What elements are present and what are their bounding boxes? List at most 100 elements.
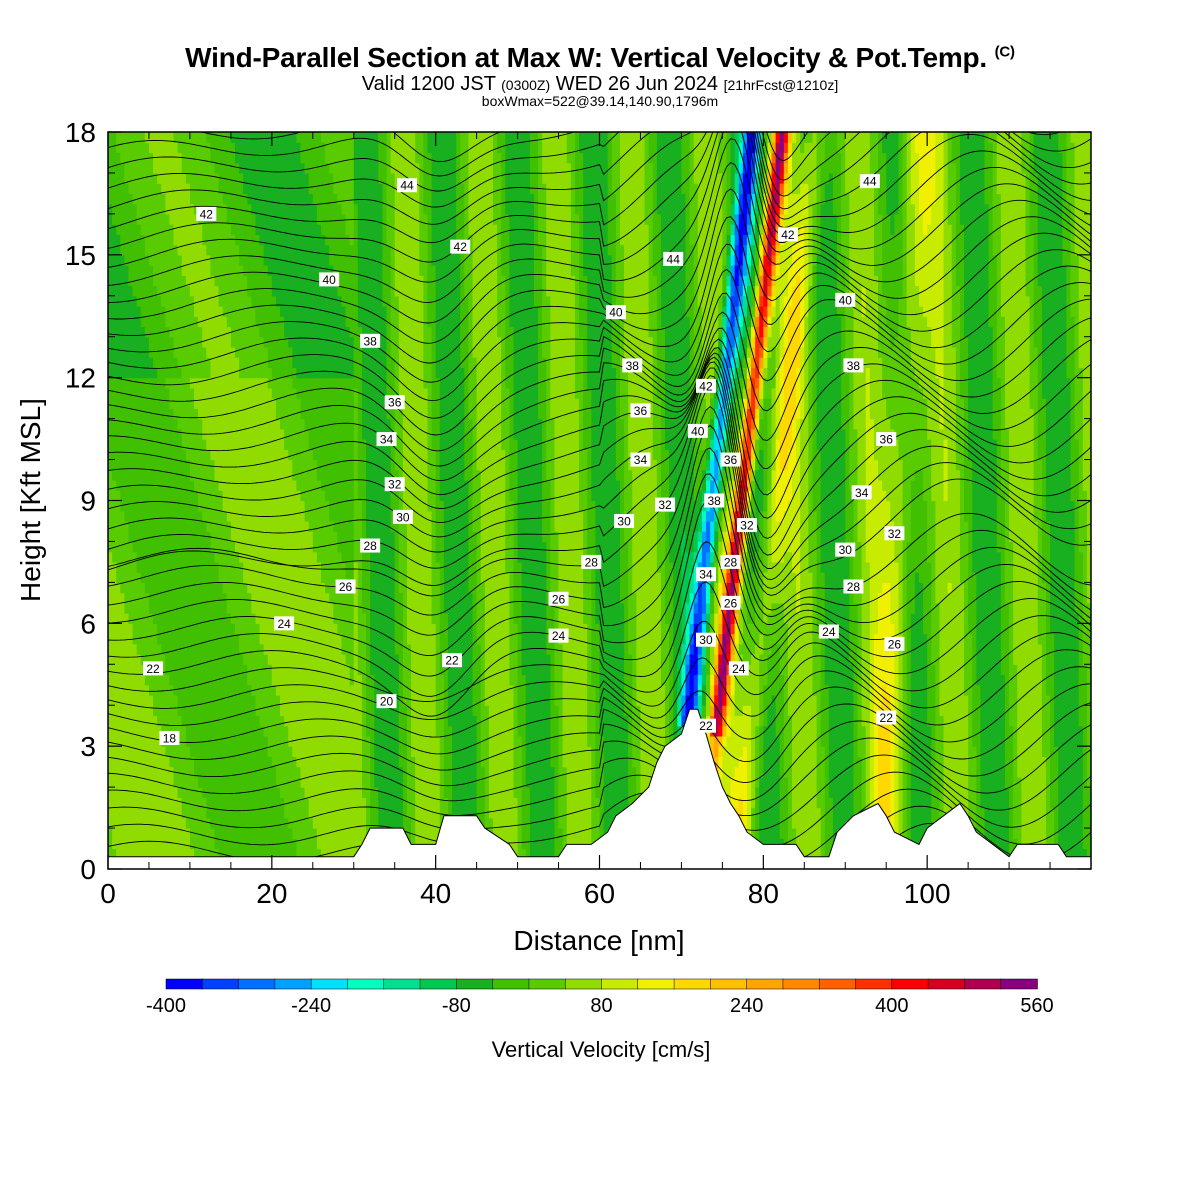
w-cell xyxy=(255,643,261,655)
w-cell xyxy=(140,756,146,768)
w-cell xyxy=(124,541,130,553)
w-cell xyxy=(357,838,363,850)
w-cell xyxy=(357,572,363,583)
w-cell xyxy=(382,592,388,604)
w-cell xyxy=(345,244,351,256)
w-cell xyxy=(304,582,310,594)
w-cell xyxy=(157,172,162,184)
w-cell xyxy=(263,377,269,389)
w-cell xyxy=(112,551,117,563)
w-cell xyxy=(353,735,359,747)
w-cell xyxy=(230,142,236,154)
w-cell xyxy=(136,152,142,164)
w-cell xyxy=(214,336,220,348)
w-cell xyxy=(361,316,367,328)
w-cell xyxy=(136,766,142,778)
w-cell xyxy=(132,295,138,307)
w-cell xyxy=(341,602,347,614)
w-cell xyxy=(325,203,330,215)
w-cell xyxy=(320,193,326,205)
w-cell xyxy=(345,510,351,522)
w-cell xyxy=(267,572,273,583)
w-cell xyxy=(108,346,113,358)
w-cell xyxy=(296,684,302,696)
w-cell xyxy=(308,265,314,276)
w-cell xyxy=(206,828,211,839)
w-cell xyxy=(189,715,195,727)
w-cell xyxy=(148,234,154,246)
w-cell xyxy=(181,766,187,778)
w-cell xyxy=(361,357,367,369)
w-cell xyxy=(316,735,322,747)
w-cell xyxy=(320,766,326,778)
w-cell xyxy=(165,132,171,143)
w-cell xyxy=(325,838,330,850)
w-cell xyxy=(271,838,277,850)
w-cell xyxy=(296,633,302,645)
w-cell xyxy=(341,817,347,829)
w-cell xyxy=(153,582,158,594)
w-cell xyxy=(210,162,216,174)
w-cell xyxy=(370,520,375,532)
w-cell xyxy=(361,582,367,594)
w-cell xyxy=(267,838,273,850)
w-cell xyxy=(300,520,306,532)
w-cell xyxy=(320,459,326,471)
w-cell xyxy=(116,428,121,440)
w-cell xyxy=(366,285,371,297)
w-cell xyxy=(267,142,273,154)
w-cell xyxy=(108,336,113,348)
w-cell xyxy=(177,480,183,491)
w-cell xyxy=(177,654,183,665)
w-cell xyxy=(181,654,187,665)
w-cell xyxy=(112,735,117,747)
w-cell xyxy=(296,572,302,583)
w-cell xyxy=(222,162,228,174)
w-cell xyxy=(247,193,252,205)
w-cell xyxy=(308,336,314,348)
w-cell xyxy=(169,828,175,839)
w-cell xyxy=(202,306,207,317)
w-cell xyxy=(112,295,117,307)
w-cell xyxy=(161,408,166,420)
w-cell xyxy=(108,776,113,788)
w-cell xyxy=(341,746,347,758)
w-cell xyxy=(370,643,375,655)
w-cell xyxy=(181,623,187,635)
w-cell xyxy=(337,234,343,246)
w-cell xyxy=(214,265,220,276)
w-cell xyxy=(382,725,388,737)
w-cell xyxy=(304,480,310,491)
w-cell xyxy=(255,500,261,512)
w-cell xyxy=(148,797,154,809)
w-cell xyxy=(181,828,187,839)
w-cell xyxy=(161,797,166,809)
w-cell xyxy=(148,408,154,420)
w-cell xyxy=(218,132,224,143)
w-cell xyxy=(337,387,343,399)
w-cell xyxy=(345,183,351,195)
w-cell xyxy=(136,336,142,348)
w-cell xyxy=(124,398,130,409)
w-cell xyxy=(140,336,146,348)
w-cell xyxy=(349,449,355,461)
w-cell xyxy=(177,633,183,645)
w-cell xyxy=(366,449,371,461)
w-cell xyxy=(140,244,146,256)
w-cell xyxy=(206,336,211,348)
w-cell xyxy=(349,787,355,798)
w-cell xyxy=(108,285,113,297)
w-cell xyxy=(206,346,211,358)
w-cell xyxy=(177,572,183,583)
w-cell xyxy=(267,602,273,614)
w-cell xyxy=(333,213,338,225)
w-cell xyxy=(386,367,392,379)
w-cell xyxy=(214,172,220,184)
w-cell xyxy=(165,316,171,328)
w-cell xyxy=(198,285,203,297)
w-cell xyxy=(300,183,306,195)
w-cell xyxy=(320,613,326,624)
w-cell xyxy=(153,428,158,440)
w-cell xyxy=(308,807,314,819)
w-cell xyxy=(198,848,203,860)
